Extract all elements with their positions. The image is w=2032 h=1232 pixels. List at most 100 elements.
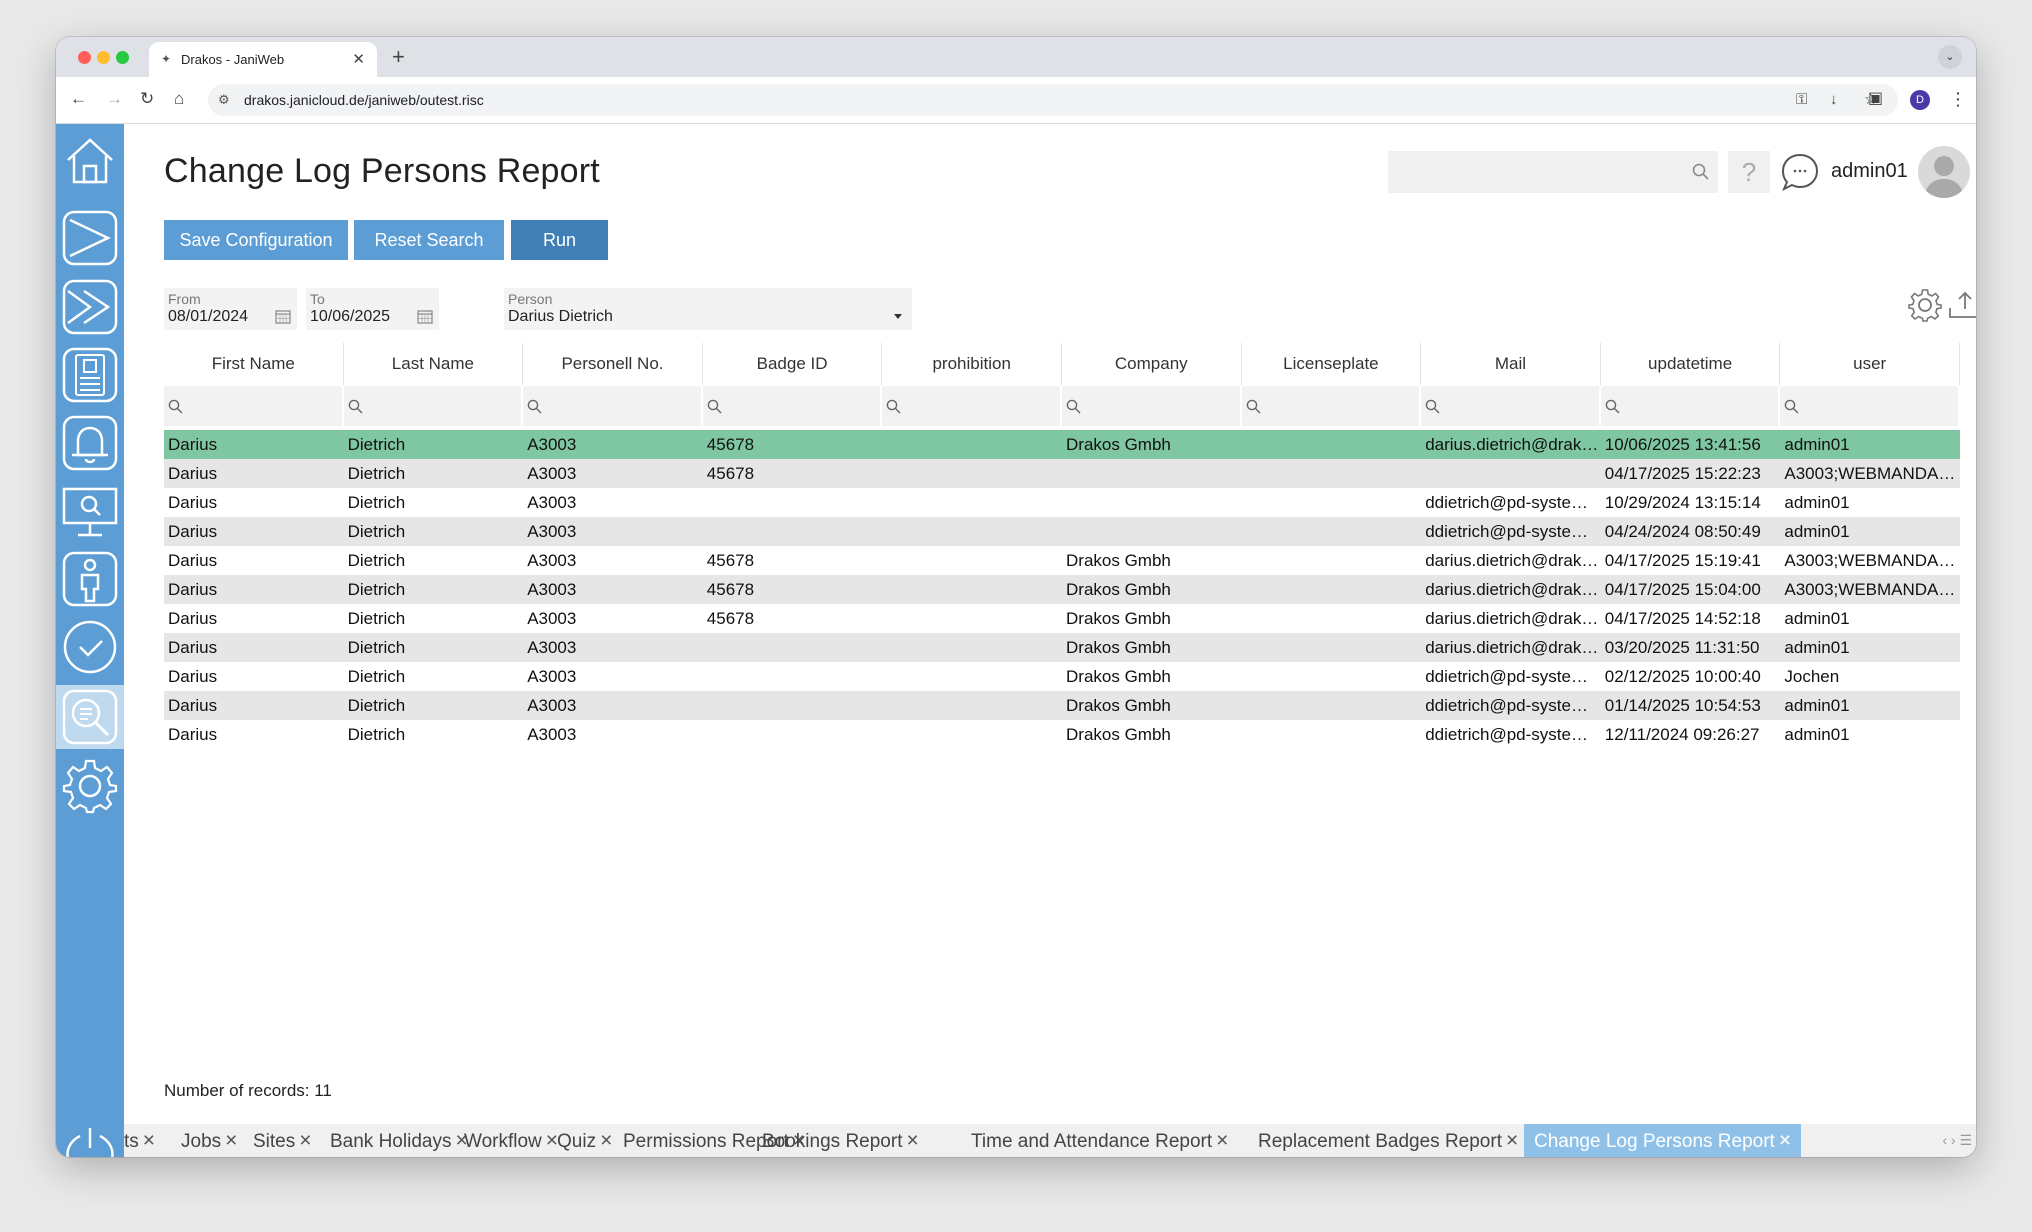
close-tab-icon[interactable]: × xyxy=(1505,1129,1519,1152)
grid-settings-button[interactable] xyxy=(1908,288,1942,327)
to-date-field[interactable]: To 10/06/2025 xyxy=(306,288,439,330)
close-tab-icon[interactable]: × xyxy=(600,1129,613,1152)
bottom-tab[interactable]: ts × xyxy=(124,1124,155,1157)
table-row[interactable]: Darius Dietrich A3003 Drakos Gmbh ddietrich@… xyxy=(164,662,1960,691)
close-window-icon[interactable] xyxy=(78,51,91,64)
bottom-tab[interactable]: Jobs × xyxy=(181,1124,237,1157)
bottom-tab[interactable]: Change Log Persons Report × xyxy=(1524,1124,1802,1157)
username-label[interactable]: admin01 xyxy=(1831,160,1908,182)
browser-tab[interactable]: ✦ Drakos - JaniWeb ✕ xyxy=(149,42,377,77)
forward-icon[interactable]: → xyxy=(106,89,123,108)
profile-avatar[interactable]: D xyxy=(1910,90,1930,110)
table-row[interactable]: Darius Dietrich A3003 Drakos Gmbh ddietrich@… xyxy=(164,720,1960,749)
column-filter-input[interactable] xyxy=(1780,386,1960,426)
sidebar-item-alarms[interactable] xyxy=(62,415,118,471)
column-header[interactable]: updatetime xyxy=(1601,343,1781,385)
reset-search-button[interactable]: Reset Search xyxy=(354,220,504,260)
column-filter-input[interactable] xyxy=(882,386,1062,426)
column-filter-input[interactable] xyxy=(1062,386,1242,426)
home-browser-icon[interactable]: ⌂ xyxy=(174,89,185,108)
column-filter-input[interactable] xyxy=(1421,386,1601,426)
site-info-icon[interactable]: ⚙ xyxy=(218,92,230,107)
sidebar-item-time[interactable] xyxy=(62,619,118,675)
sidebar-item-badges[interactable] xyxy=(62,347,118,403)
global-search-input[interactable] xyxy=(1388,151,1718,193)
run-button[interactable]: Run xyxy=(511,220,608,260)
back-icon[interactable]: ← xyxy=(70,89,87,108)
help-button[interactable]: ? xyxy=(1728,151,1770,193)
table-row[interactable]: Darius Dietrich A3003 ddietrich@pd-systems.… xyxy=(164,517,1960,546)
table-row[interactable]: Darius Dietrich A3003 45678 Drakos Gmbh dariu… xyxy=(164,546,1960,575)
table-row[interactable]: Darius Dietrich A3003 ddietrich@pd-systems.… xyxy=(164,488,1960,517)
table-row[interactable]: Darius Dietrich A3003 45678 Drakos Gmbh dariu… xyxy=(164,575,1960,604)
column-header[interactable]: Company xyxy=(1062,343,1242,385)
close-tab-icon[interactable]: × xyxy=(142,1129,156,1152)
sidebar-item-settings[interactable] xyxy=(62,758,118,814)
tab-search-icon[interactable]: ⌄ xyxy=(1938,45,1962,69)
table-row[interactable]: Darius Dietrich A3003 45678 04/17/2025 15:22… xyxy=(164,459,1960,488)
close-tab-icon[interactable]: × xyxy=(299,1129,312,1152)
sidebar-item-send[interactable] xyxy=(62,210,118,266)
dropdown-caret-icon[interactable] xyxy=(894,314,902,319)
maximize-window-icon[interactable] xyxy=(116,51,129,64)
close-tab-icon[interactable]: × xyxy=(792,1129,806,1152)
sidebar-item-reports[interactable] xyxy=(56,685,124,749)
close-tab-icon[interactable]: × xyxy=(545,1129,559,1152)
column-filter-input[interactable] xyxy=(164,386,344,426)
column-header[interactable]: First Name xyxy=(164,343,344,385)
column-header[interactable]: Last Name xyxy=(344,343,524,385)
person-select[interactable]: Person Darius Dietrich xyxy=(504,288,912,330)
column-header[interactable]: Licenseplate xyxy=(1242,343,1422,385)
user-avatar[interactable] xyxy=(1918,146,1970,198)
bottom-tab[interactable]: Bookings Report × xyxy=(762,1124,919,1157)
from-date-field[interactable]: From 08/01/2024 xyxy=(164,288,297,330)
bottom-tab[interactable]: Time and Attendance Report × xyxy=(971,1124,1228,1157)
minimize-window-icon[interactable] xyxy=(97,51,110,64)
column-header[interactable]: prohibition xyxy=(882,343,1062,385)
browser-menu-icon[interactable]: ⋮ xyxy=(1949,89,1967,109)
bottom-tab[interactable]: Quiz × xyxy=(557,1124,612,1157)
calendar-icon[interactable] xyxy=(275,310,291,324)
table-row[interactable]: Darius Dietrich A3003 45678 Drakos Gmbh dariu… xyxy=(164,430,1960,459)
bookmark-star-icon[interactable]: ☆ xyxy=(1864,91,1878,108)
sidebar-item-persons[interactable] xyxy=(62,551,118,607)
calendar-icon[interactable] xyxy=(417,310,433,324)
close-tab-icon[interactable]: ✕ xyxy=(352,51,365,68)
column-filter-input[interactable] xyxy=(1241,386,1422,426)
column-header[interactable]: Personell No. xyxy=(523,343,703,385)
sidebar-item-home[interactable] xyxy=(62,132,118,188)
sidebar-item-monitor[interactable] xyxy=(62,483,118,539)
new-tab-icon[interactable]: + xyxy=(392,44,405,69)
sidebar-item-send-all[interactable] xyxy=(62,279,118,335)
install-app-icon[interactable]: ↓ xyxy=(1830,91,1838,108)
export-button[interactable] xyxy=(1948,290,1976,325)
address-bar[interactable]: ⚙ drakos.janicloud.de/janiweb/outest.ris… xyxy=(208,84,1898,116)
password-key-icon[interactable]: ⚿ xyxy=(1796,91,1808,108)
chat-button[interactable] xyxy=(1780,152,1820,197)
bottom-tab[interactable]: Sites × xyxy=(253,1124,312,1157)
close-tab-icon[interactable]: × xyxy=(906,1129,919,1152)
search-icon[interactable] xyxy=(1692,163,1710,181)
save-configuration-button[interactable]: Save Configuration xyxy=(164,220,348,260)
bottom-tab[interactable]: Bank Holidays × xyxy=(330,1124,468,1157)
close-tab-icon[interactable]: × xyxy=(1778,1129,1792,1152)
tab-scroll-icon[interactable]: ‹ › ☰ xyxy=(1942,1132,1972,1148)
bottom-tab[interactable]: Permissions Report × xyxy=(623,1124,805,1157)
column-filter-input[interactable] xyxy=(523,386,703,426)
bottom-tab[interactable]: Replacement Badges Report × xyxy=(1258,1124,1518,1157)
close-tab-icon[interactable]: × xyxy=(1216,1129,1229,1152)
column-filter-input[interactable] xyxy=(702,386,883,426)
table-row[interactable]: Darius Dietrich A3003 45678 Drakos Gmbh dariu… xyxy=(164,604,1960,633)
column-header[interactable]: user xyxy=(1780,343,1960,385)
table-row[interactable]: Darius Dietrich A3003 Drakos Gmbh ddietrich@… xyxy=(164,691,1960,720)
column-header[interactable]: Mail xyxy=(1421,343,1601,385)
column-filter-input[interactable] xyxy=(1600,386,1781,426)
column-header[interactable]: Badge ID xyxy=(703,343,883,385)
power-button[interactable] xyxy=(64,1126,116,1157)
column-filter-input[interactable] xyxy=(343,386,524,426)
table-row[interactable]: Darius Dietrich A3003 Drakos Gmbh darius.die… xyxy=(164,633,1960,662)
close-tab-icon[interactable]: × xyxy=(225,1129,238,1152)
extensions-icon[interactable]: ▣ xyxy=(1868,90,1884,107)
bottom-tab[interactable]: Workflow × xyxy=(464,1124,558,1157)
reload-icon[interactable]: ↻ xyxy=(140,89,155,108)
